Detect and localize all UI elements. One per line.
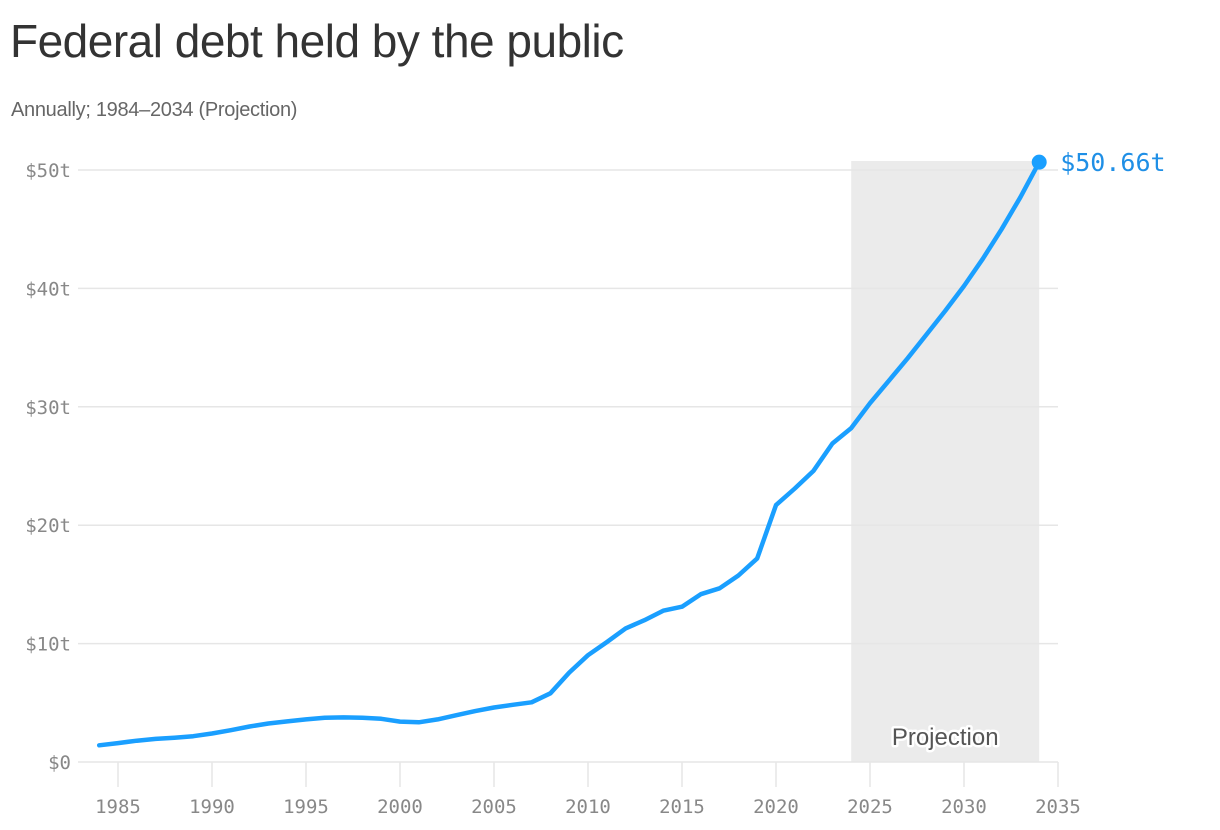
- debt-line: [96, 159, 1042, 748]
- projection-band-layer: [851, 161, 1040, 762]
- projection-label: Projection: [892, 724, 999, 751]
- projection-band: [851, 161, 1040, 762]
- y-axis: $0 $10t $20t $30t $40t $50t: [25, 160, 71, 774]
- y-tick-label: $20t: [25, 515, 71, 537]
- projection-label-halo: Projection: [892, 724, 999, 751]
- y-tick-label: $50t: [25, 160, 71, 182]
- chart-title: Federal debt held by the public: [10, 15, 624, 67]
- y-tick-label: $0: [48, 752, 71, 774]
- x-tick-label: 2035: [1035, 796, 1081, 818]
- x-tick-label: 2015: [659, 796, 705, 818]
- x-tick-label: 2020: [753, 796, 799, 818]
- x-tick-label: 1985: [95, 796, 141, 818]
- x-tick-label: 1995: [283, 796, 329, 818]
- chart-subtitle: Annually; 1984–2034 (Projection): [11, 99, 298, 121]
- x-tick-label: 2005: [471, 796, 517, 818]
- y-tick-label: $10t: [25, 634, 71, 656]
- x-tick-label: 2030: [941, 796, 987, 818]
- x-tick-label: 2000: [377, 796, 423, 818]
- x-axis: 1985 1990 1995 2000 2005 2010 2015 2020 2025 2030…: [95, 762, 1081, 818]
- x-tick-label: 2010: [565, 796, 611, 818]
- x-tick-label: 2025: [847, 796, 893, 818]
- end-value-label: $50.66t: [1060, 148, 1165, 177]
- y-tick-label: $40t: [25, 278, 71, 300]
- x-tick-label: 1990: [189, 796, 235, 818]
- endpoint-dot-icon: [1031, 154, 1047, 170]
- data-line-layer: $50.66t: [96, 148, 1166, 748]
- y-tick-label: $30t: [25, 397, 71, 419]
- gridlines: [78, 169, 1058, 763]
